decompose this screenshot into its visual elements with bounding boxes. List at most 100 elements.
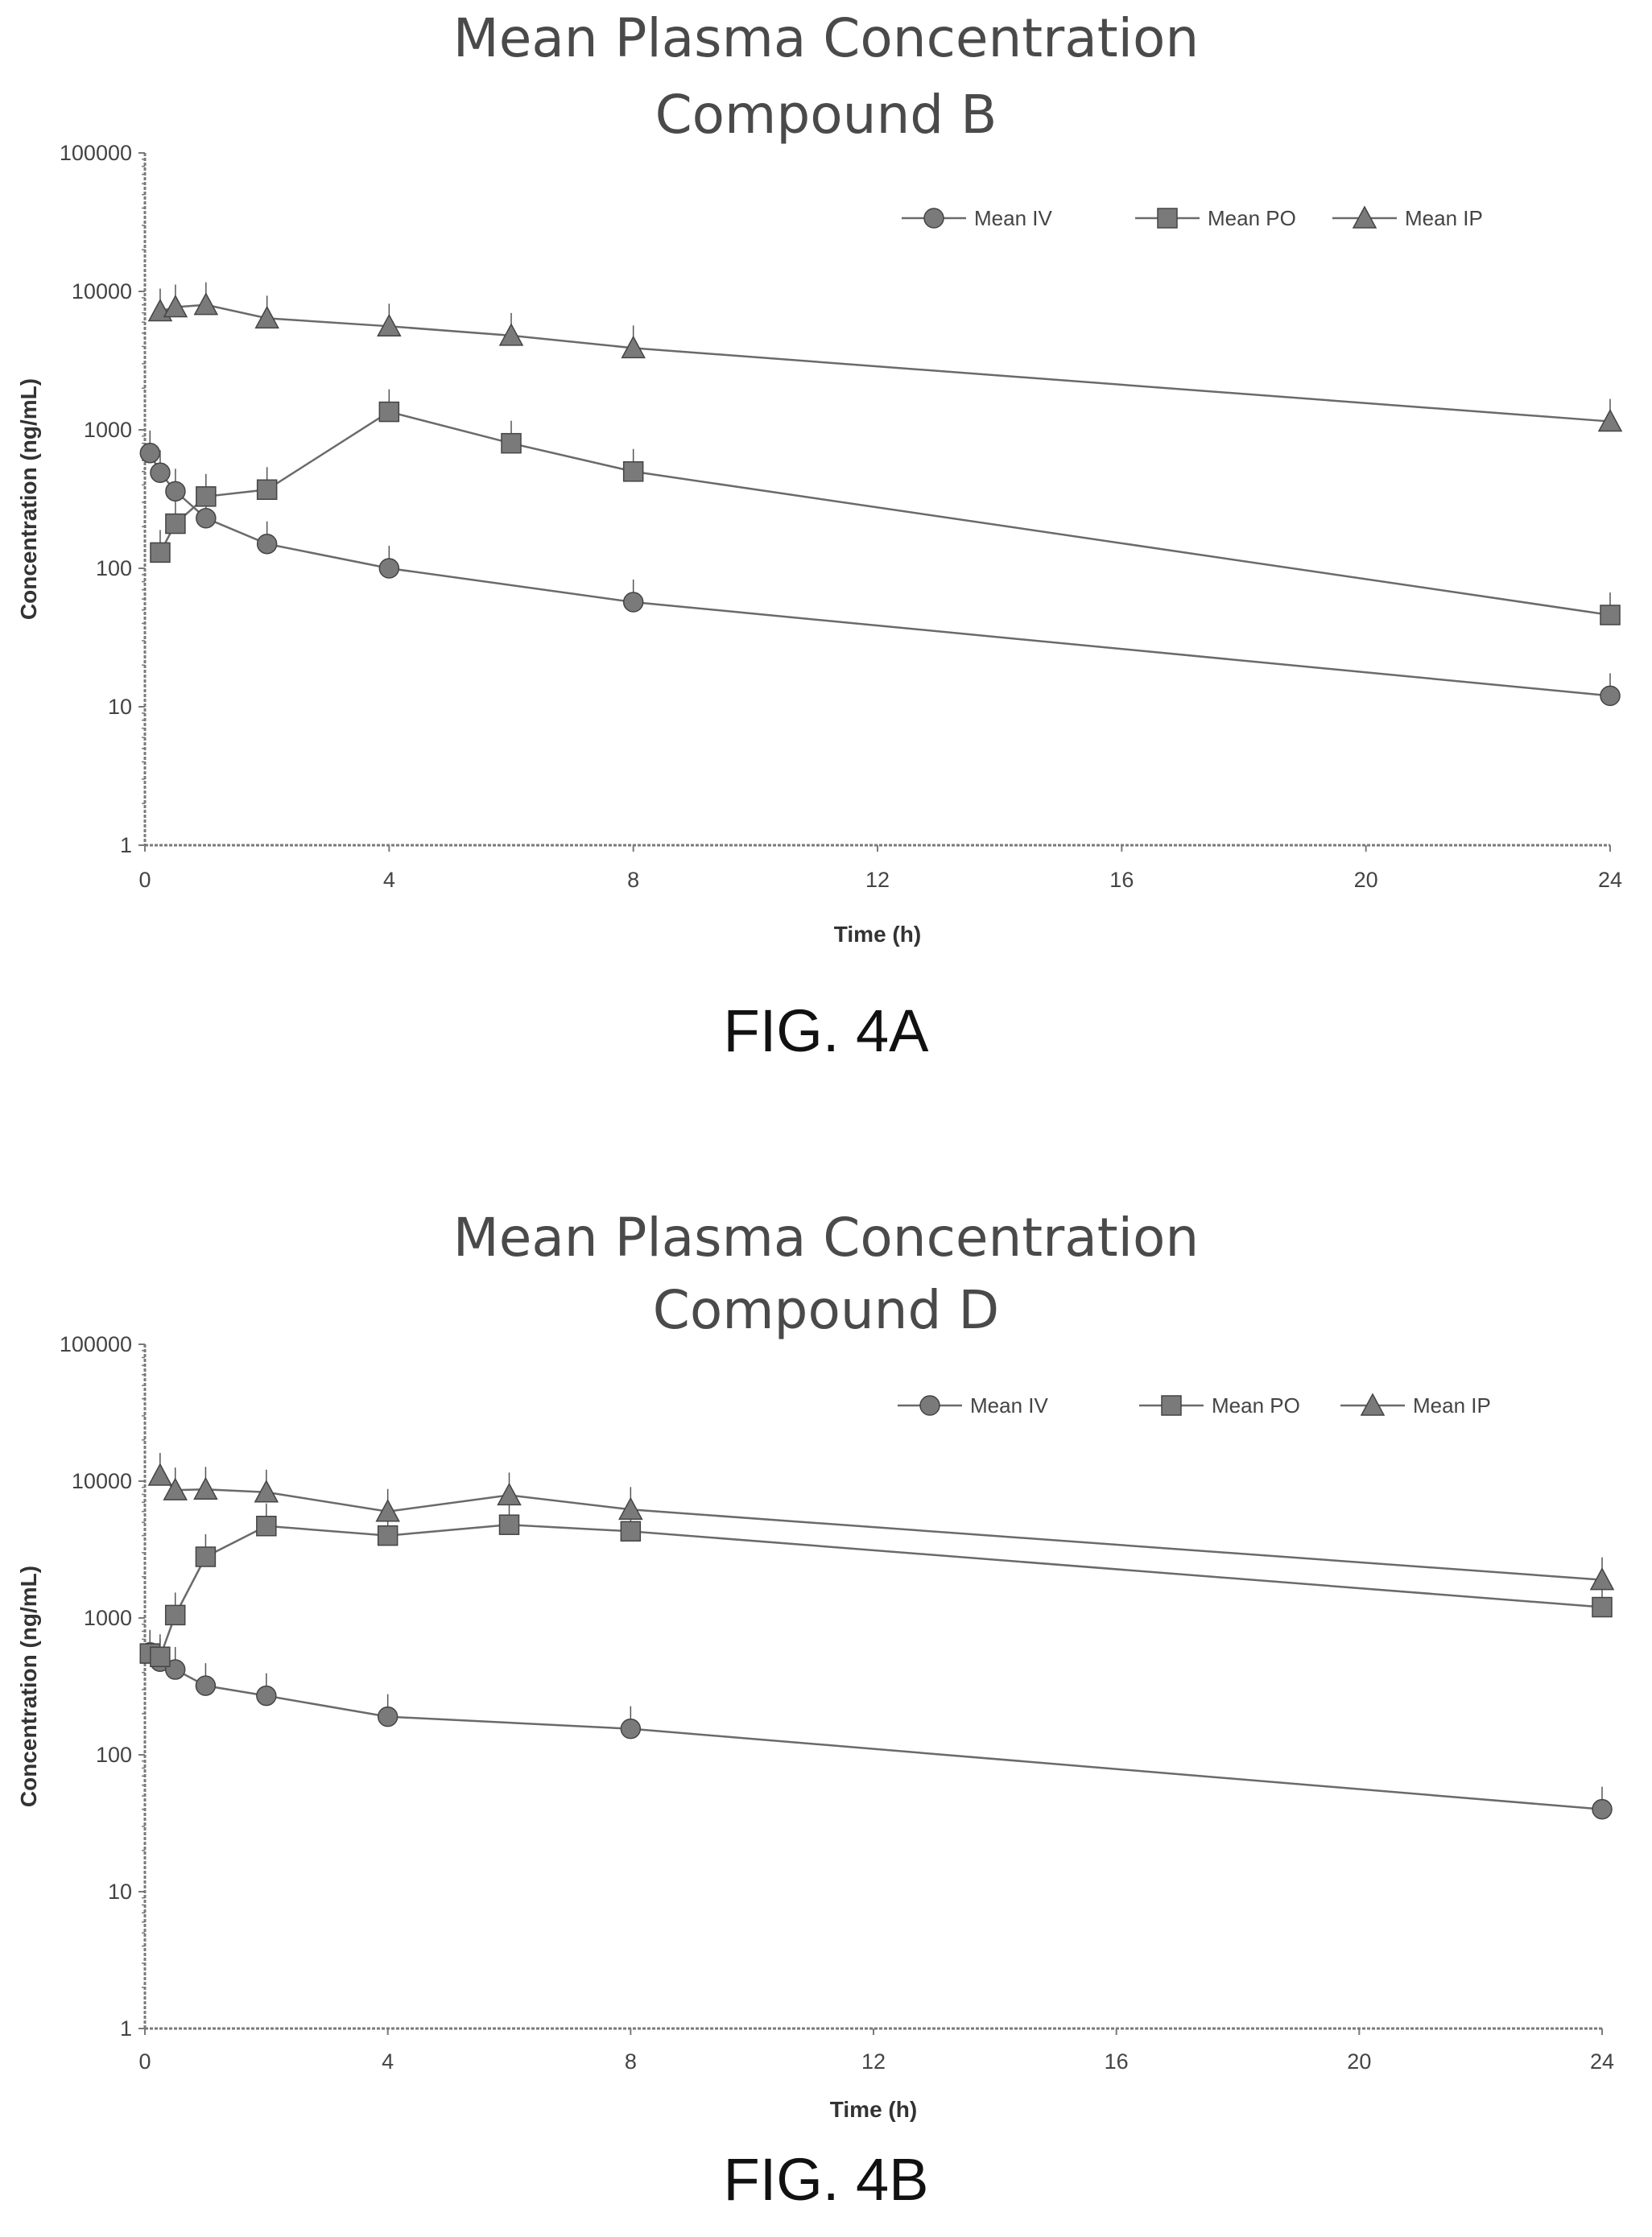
y-tick-label: 100 xyxy=(96,556,132,580)
legend-item-mean-iv: Mean IV xyxy=(902,206,1052,230)
data-point-mean-ip xyxy=(375,1499,400,1522)
series-line-mean-ip xyxy=(159,303,1611,423)
legend-label-mean-iv: Mean IV xyxy=(970,1393,1048,1418)
data-point-mean-po xyxy=(620,1521,642,1542)
legend-item-mean-po: Mean PO xyxy=(1135,206,1296,230)
data-point-mean-iv xyxy=(164,1659,186,1680)
x-tick-label: 12 xyxy=(861,2049,886,2074)
data-point-mean-ip xyxy=(621,335,646,359)
data-point-mean-iv xyxy=(150,462,171,484)
series-mean-iv xyxy=(139,1629,1613,1820)
chart-subtitle: Compound B xyxy=(655,84,997,146)
data-point-mean-po xyxy=(1592,1596,1613,1618)
series-line-mean-iv xyxy=(149,452,1611,697)
y-tick-label: 1 xyxy=(120,2016,132,2041)
data-point-mean-ip xyxy=(193,292,219,316)
legend-item-mean-iv: Mean IV xyxy=(898,1393,1048,1418)
data-point-mean-ip xyxy=(163,1477,188,1500)
x-tick-label: 0 xyxy=(138,2049,151,2074)
y-tick-label: 10000 xyxy=(72,279,132,303)
chart-subtitle: Compound D xyxy=(653,1279,999,1341)
series-mean-po xyxy=(150,389,1621,625)
data-point-mean-ip xyxy=(193,1476,218,1500)
data-point-mean-ip xyxy=(163,294,188,318)
x-tick-label: 12 xyxy=(865,868,890,892)
x-tick-label: 4 xyxy=(382,2049,394,2074)
chart-title: Mean Plasma Concentration xyxy=(453,1207,1199,1269)
data-point-mean-iv xyxy=(1600,685,1621,707)
chart-compound-b: Mean Plasma Concentration Compound B 1 10 10… xyxy=(16,7,1623,947)
series-line-mean-iv xyxy=(149,1651,1603,1810)
y-tick-label: 10 xyxy=(108,1880,132,1904)
legend-marker-mean-ip xyxy=(1352,205,1377,229)
y-axis-label: Concentration (ng/mL) xyxy=(16,1566,41,1807)
figure-caption-4a: FIG. 4A xyxy=(723,997,929,1064)
legend-item-mean-po: Mean PO xyxy=(1139,1393,1300,1418)
legend-marker-mean-ip xyxy=(1360,1393,1386,1416)
legend-marker-mean-po xyxy=(1157,208,1178,229)
data-point-mean-iv xyxy=(165,481,186,502)
x-tick-label: 4 xyxy=(383,868,395,892)
series-line-mean-po xyxy=(149,1523,1603,1658)
data-point-mean-po xyxy=(195,1546,217,1567)
x-tick-label: 0 xyxy=(138,868,151,892)
data-point-mean-ip xyxy=(497,1482,522,1506)
data-point-mean-ip xyxy=(498,323,524,346)
chart-panel-compound-b: Mean Plasma Concentration Compound B 1 10 10… xyxy=(16,7,1623,1064)
data-point-mean-iv xyxy=(256,1685,277,1707)
x-tick-label: 24 xyxy=(1590,2049,1614,2074)
legend-item-mean-ip: Mean IP xyxy=(1332,205,1483,230)
data-point-mean-po xyxy=(501,432,522,454)
data-point-mean-iv xyxy=(195,1675,217,1696)
data-point-mean-iv xyxy=(256,533,278,555)
chart-title: Mean Plasma Concentration xyxy=(453,7,1199,69)
legend-item-mean-ip: Mean IP xyxy=(1340,1393,1491,1418)
data-point-mean-ip xyxy=(254,1480,279,1503)
figure-caption-4b: FIG. 4B xyxy=(723,2146,929,2213)
x-tick-label: 20 xyxy=(1354,868,1378,892)
chart-compound-d: Mean Plasma Concentration Compound D 1 10 10… xyxy=(16,1207,1615,2122)
legend-marker-mean-iv xyxy=(923,208,944,229)
data-point-mean-po xyxy=(1600,605,1621,625)
x-tick-label: 16 xyxy=(1109,868,1134,892)
legend-label-mean-po: Mean PO xyxy=(1212,1393,1300,1418)
data-point-mean-ip xyxy=(254,305,279,329)
data-point-mean-po xyxy=(164,1604,186,1626)
legend-marker-mean-iv xyxy=(919,1395,940,1416)
data-point-mean-po xyxy=(196,486,217,507)
x-tick-label: 24 xyxy=(1598,868,1622,892)
legend-label-mean-ip: Mean IP xyxy=(1405,206,1483,230)
x-axis-label: Time (h) xyxy=(830,2097,917,2122)
data-point-mean-iv xyxy=(620,1718,642,1740)
data-point-mean-po xyxy=(622,461,644,482)
data-point-mean-po xyxy=(498,1514,520,1535)
data-point-mean-iv xyxy=(196,508,217,529)
series-mean-iv xyxy=(139,430,1621,707)
data-point-mean-po xyxy=(256,479,278,501)
x-tick-label: 8 xyxy=(627,868,639,892)
legend-label-mean-iv: Mean IV xyxy=(974,206,1052,230)
data-point-mean-iv xyxy=(378,558,400,579)
data-point-mean-iv xyxy=(377,1706,399,1727)
data-point-mean-ip xyxy=(1597,408,1623,432)
y-tick-label: 1 xyxy=(120,833,132,857)
series-line-mean-po xyxy=(159,411,1611,617)
series-mean-ip xyxy=(147,282,1623,432)
y-tick-label: 10000 xyxy=(72,1469,132,1493)
y-tick-label: 1000 xyxy=(84,418,132,442)
legend-label-mean-po: Mean PO xyxy=(1208,206,1296,230)
y-tick-label: 100 xyxy=(96,1743,132,1767)
y-tick-label: 100000 xyxy=(60,1332,132,1356)
legend-marker-mean-po xyxy=(1161,1395,1182,1416)
x-axis-label: Time (h) xyxy=(834,922,921,947)
series-mean-po xyxy=(139,1502,1613,1668)
data-point-mean-ip xyxy=(377,313,402,337)
data-point-mean-po xyxy=(377,1525,399,1546)
data-point-mean-po xyxy=(150,542,171,563)
y-tick-label: 1000 xyxy=(84,1606,132,1630)
data-point-mean-ip xyxy=(618,1496,643,1521)
x-tick-label: 8 xyxy=(625,2049,637,2074)
data-point-mean-ip xyxy=(147,1463,173,1486)
data-point-mean-iv xyxy=(139,443,161,464)
y-tick-label: 10 xyxy=(108,695,132,719)
